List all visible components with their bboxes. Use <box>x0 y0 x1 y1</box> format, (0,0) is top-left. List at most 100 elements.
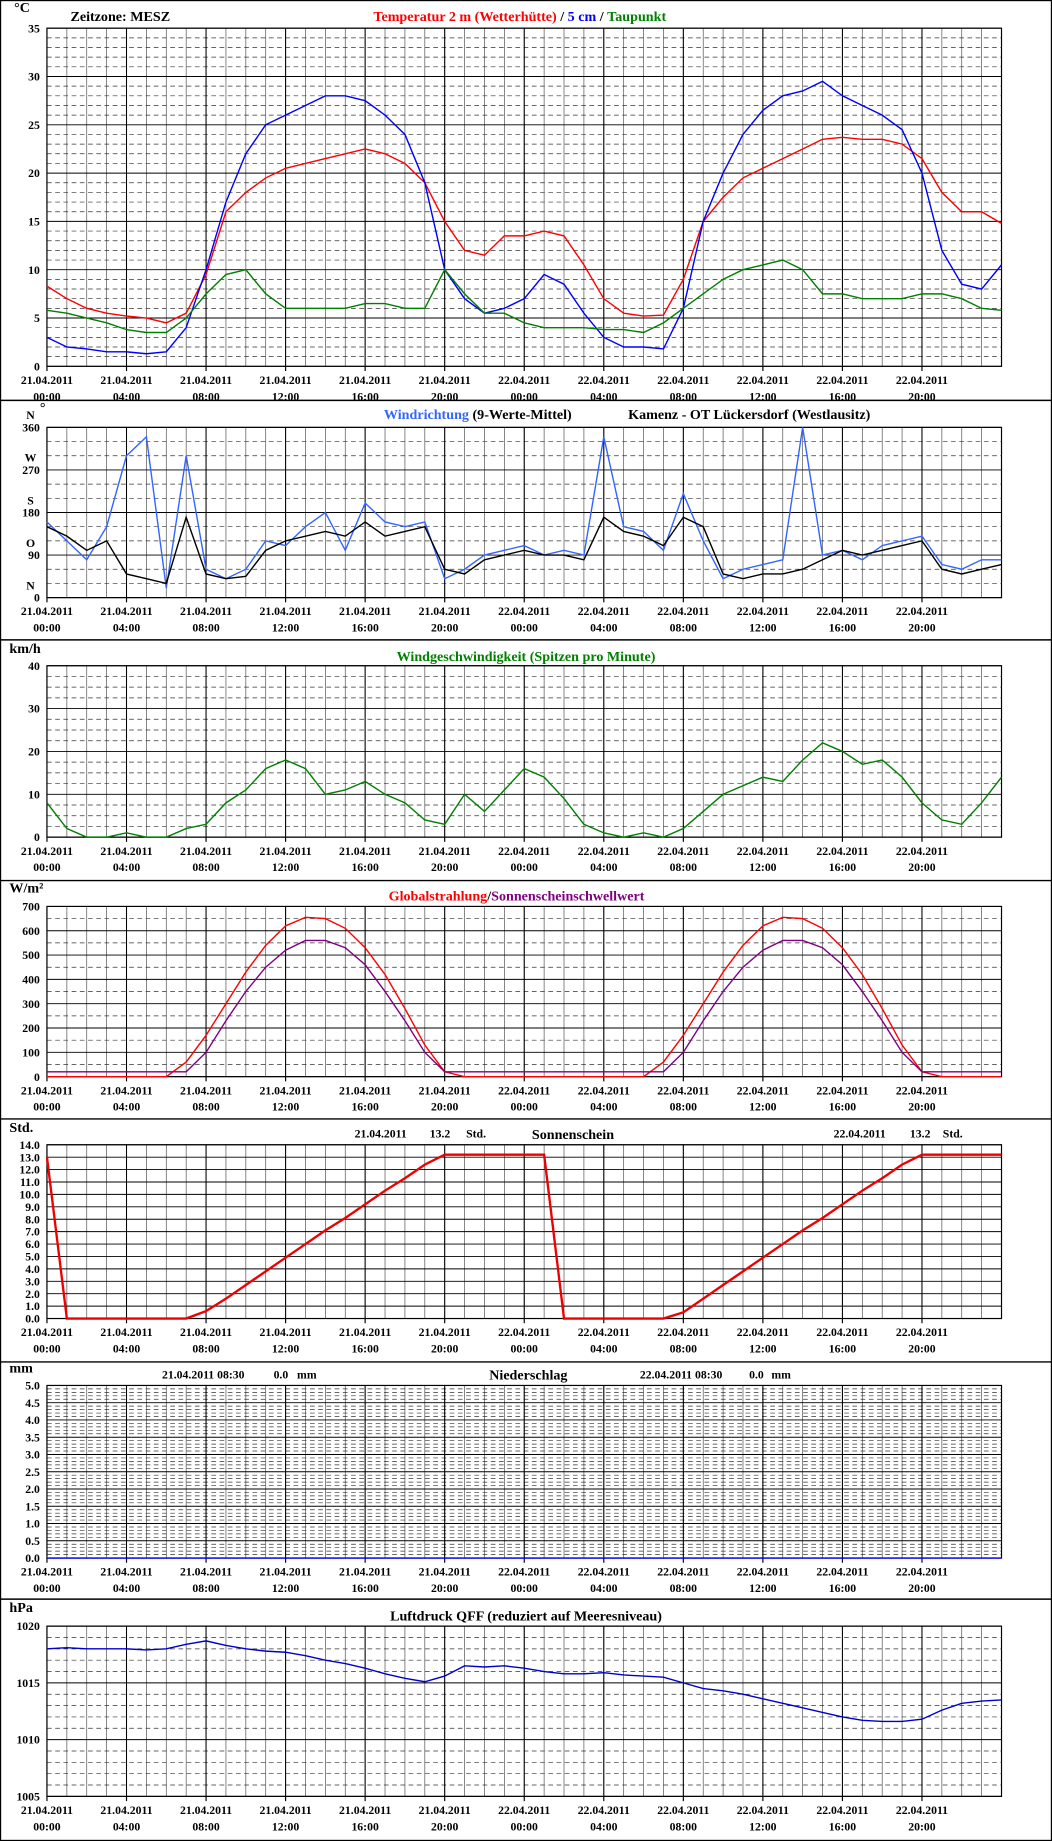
x-tick-label: 22.04.2011 00:00 <box>498 1326 550 1355</box>
y-tick-label: 400 <box>22 973 40 986</box>
y-tick-label: 90 <box>28 549 40 562</box>
y-tick-label: 5.0 <box>25 1251 40 1264</box>
x-tick-label: 21.04.2011 16:00 <box>339 1804 391 1833</box>
x-tick-label: 21.04.2011 08:00 <box>180 845 232 874</box>
x-tick-label: 21.04.2011 16:00 <box>339 605 391 634</box>
legend: Temperatur 2 m (Wetterhütte) / 5 cm / Ta… <box>373 9 666 25</box>
x-tick-label: 22.04.2011 08:00 <box>657 1084 709 1113</box>
timezone: Zeitzone: MESZ <box>70 9 170 25</box>
axis-unit: °C <box>14 0 30 16</box>
axis-unit: ° <box>40 400 46 416</box>
axis-unit: hPa <box>9 1600 32 1616</box>
x-tick-label: 22.04.2011 00:00 <box>498 605 550 634</box>
y-tick-label: 3.0 <box>25 1449 40 1462</box>
series-line <box>46 259 1002 334</box>
legend-entry: Taupunkt <box>607 9 666 25</box>
legend-entry: Sonnenscheinschwellwert <box>491 889 645 905</box>
y-tick-label: 8.0 <box>25 1213 40 1226</box>
y-tick-label: 25 <box>28 119 40 132</box>
y-tick-label: 0.0 <box>25 1552 40 1565</box>
x-tick-label: 22.04.2011 04:00 <box>578 605 630 634</box>
annotation: 21.04.2011 <box>355 1128 407 1141</box>
x-tick-label: 22.04.2011 12:00 <box>737 1804 789 1833</box>
x-tick-label: 21.04.2011 00:00 <box>21 1566 73 1595</box>
x-tick-label: 22.04.2011 20:00 <box>896 845 948 874</box>
y-tick-label: 15 <box>28 216 40 229</box>
annotation: mm <box>297 1368 317 1381</box>
y-tick-label: 100 <box>22 1046 40 1059</box>
annotation: 0.0 <box>274 1368 289 1381</box>
x-tick-label: 22.04.2011 08:00 <box>657 605 709 634</box>
y-tick-label: 2.5 <box>25 1466 40 1479</box>
annotation: 0.0 <box>749 1368 764 1381</box>
x-tick-label: 21.04.2011 20:00 <box>419 1566 471 1595</box>
y-tick-label: 270 <box>22 464 40 477</box>
y-tick-label: 1020 <box>16 1620 40 1633</box>
x-tick-label: 22.04.2011 08:00 <box>657 1804 709 1833</box>
y-tick-label: 30 <box>28 71 40 84</box>
x-tick-label: 22.04.2011 20:00 <box>896 605 948 634</box>
x-tick-label: 21.04.2011 08:00 <box>180 605 232 634</box>
x-tick-label: 22.04.2011 00:00 <box>498 845 550 874</box>
axis-unit: mm <box>9 1361 33 1377</box>
plot-area <box>46 426 1003 599</box>
x-tick-label: 21.04.2011 12:00 <box>260 1326 312 1355</box>
legend: Globalstrahlung/Sonnenscheinschwellwert <box>389 889 645 905</box>
y-tick-label: 3.5 <box>25 1431 40 1444</box>
axis-unit: km/h <box>9 641 40 657</box>
plot-area <box>46 27 1003 367</box>
annotation: 13.2 <box>910 1128 931 1141</box>
x-tick-label: 22.04.2011 16:00 <box>816 1326 868 1355</box>
y-tick-label: 11.0 <box>20 1176 40 1189</box>
x-tick-label: 22.04.2011 12:00 <box>737 1566 789 1595</box>
legend-entry: Windgeschwindigkeit (Spitzen pro Minute) <box>397 649 656 665</box>
y-tick-label: 0 <box>34 360 40 373</box>
x-tick-label: 22.04.2011 04:00 <box>578 845 630 874</box>
x-tick-label: 21.04.2011 04:00 <box>100 845 152 874</box>
x-tick-label: 22.04.2011 12:00 <box>737 845 789 874</box>
chart-title: Sonnenschein <box>532 1127 614 1143</box>
x-tick-label: 21.04.2011 00:00 <box>21 1804 73 1833</box>
y-tick-label: 10 <box>28 264 40 277</box>
x-tick-label: 21.04.2011 12:00 <box>260 1084 312 1113</box>
annotation: mm <box>771 1368 791 1381</box>
x-tick-label: 21.04.2011 04:00 <box>100 1326 152 1355</box>
direction-label: W <box>25 452 37 465</box>
y-tick-label: 0 <box>34 831 40 844</box>
x-tick-label: 22.04.2011 08:00 <box>657 1326 709 1355</box>
location: Kamenz - OT Lückersdorf (Westlausitz) <box>628 407 870 423</box>
x-tick-label: 22.04.2011 00:00 <box>498 1566 550 1595</box>
direction-label: S <box>27 494 34 507</box>
x-tick-label: 21.04.2011 16:00 <box>339 1084 391 1113</box>
x-tick-label: 21.04.2011 20:00 <box>419 1326 471 1355</box>
x-tick-label: 22.04.2011 16:00 <box>816 1566 868 1595</box>
x-tick-label: 22.04.2011 00:00 <box>498 1804 550 1833</box>
x-tick-label: 22.04.2011 04:00 <box>578 1566 630 1595</box>
legend-separator: / <box>557 9 568 25</box>
y-tick-label: 0.5 <box>25 1535 40 1548</box>
y-tick-label: 2.0 <box>25 1483 40 1496</box>
axis-unit: W/m² <box>9 880 43 896</box>
x-tick-label: 21.04.2011 20:00 <box>419 845 471 874</box>
plot-area <box>46 665 1003 838</box>
y-tick-label: 13.0 <box>19 1151 40 1164</box>
x-tick-label: 21.04.2011 04:00 <box>100 605 152 634</box>
y-tick-label: 1.0 <box>25 1300 40 1313</box>
x-tick-label: 21.04.2011 00:00 <box>21 1084 73 1113</box>
y-tick-label: 10.0 <box>19 1189 40 1202</box>
annotation: 22.04.2011 08:30 <box>640 1368 723 1381</box>
x-tick-label: 22.04.2011 08:00 <box>657 1566 709 1595</box>
legend-separator: / <box>596 9 607 25</box>
x-tick-label: 21.04.2011 00:00 <box>21 845 73 874</box>
annotation: 22.04.2011 <box>834 1128 886 1141</box>
legend-entry: Windrichtung <box>384 407 469 423</box>
x-tick-label: 22.04.2011 16:00 <box>816 605 868 634</box>
y-tick-label: 1005 <box>16 1790 40 1803</box>
x-tick-label: 22.04.2011 04:00 <box>578 1804 630 1833</box>
legend-separator: / <box>486 889 492 905</box>
x-tick-label: 22.04.2011 00:00 <box>498 1084 550 1113</box>
series-line <box>46 1640 1002 1723</box>
y-tick-label: 4.5 <box>25 1397 40 1410</box>
annotation: Std. <box>466 1128 486 1141</box>
